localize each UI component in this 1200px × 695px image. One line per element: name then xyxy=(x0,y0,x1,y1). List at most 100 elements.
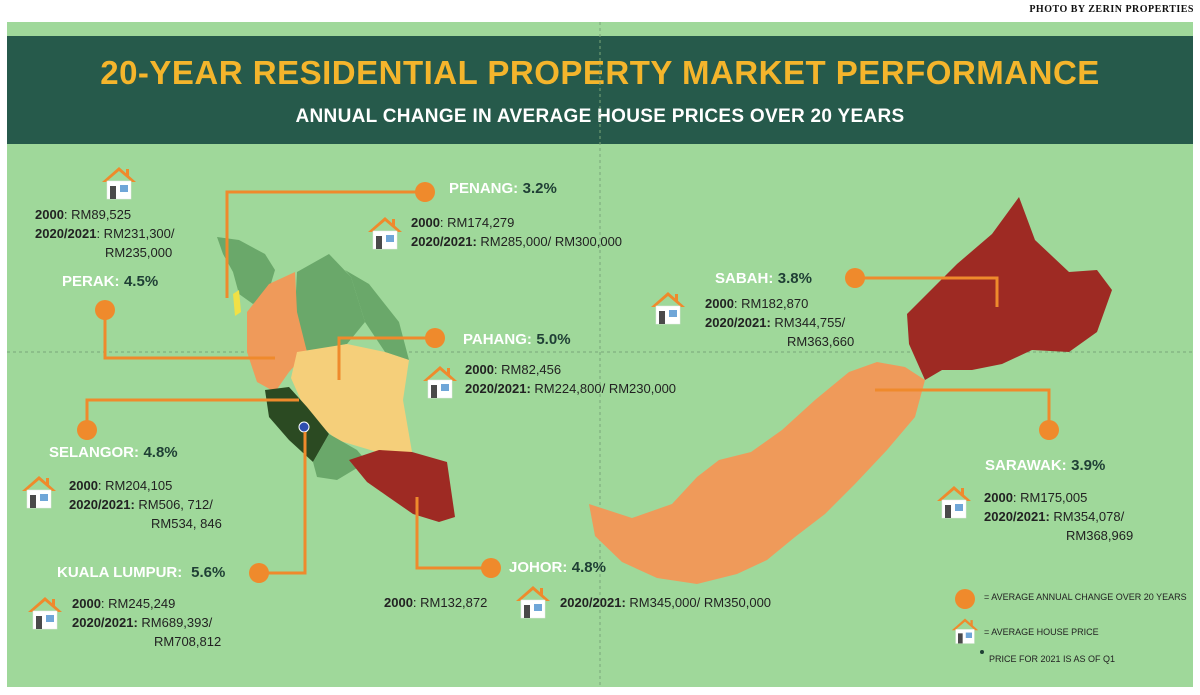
region-pct: 3.8% xyxy=(777,270,812,287)
top-left-prices: 2000: RM89,525 2020/2021: RM231,300/ RM2… xyxy=(35,205,175,262)
perak-label: PERAK: 4.5% xyxy=(62,273,158,291)
legend-circle-marker xyxy=(955,589,975,609)
price-label: 2020/2021: xyxy=(465,381,531,396)
price-label: 2000 xyxy=(465,362,494,377)
sarawak-prices: 2000: RM175,005 2020/2021: RM354,078/ RM… xyxy=(984,488,1133,545)
kl-label: KUALA LUMPUR: 5.6% xyxy=(57,564,225,582)
price-label: 2000 xyxy=(384,595,413,610)
johor-label: JOHOR: 4.8% xyxy=(509,559,606,577)
pahang-prices: 2000: RM82,456 2020/2021: RM224,800/ RM2… xyxy=(465,360,676,398)
house-icon xyxy=(366,215,404,251)
price-label: 2000 xyxy=(984,490,1013,505)
pahang-marker xyxy=(425,328,445,348)
price-label: 2020/2021: xyxy=(72,615,138,630)
price-value: RM354,078/ xyxy=(1049,509,1125,524)
penang-prices: 2000: RM174,279 2020/2021: RM285,000/ RM… xyxy=(411,213,622,251)
price-value: RM285,000/ RM300,000 xyxy=(476,234,623,249)
region-name: SABAH: xyxy=(715,270,774,287)
kl-prices: 2000: RM245,249 2020/2021: RM689,393/ RM… xyxy=(72,594,221,651)
price-label: 2020/2021: xyxy=(705,315,771,330)
sabah-leader xyxy=(857,276,999,307)
legend-house-text: = AVERAGE HOUSE PRICE xyxy=(984,627,1099,637)
sabah-label: SABAH: 3.8% xyxy=(715,270,812,288)
region-negeri-sembilan-melaka xyxy=(313,434,367,480)
johor-price-2000: 2000: RM132,872 xyxy=(384,593,487,612)
kl-leader xyxy=(259,432,307,575)
house-icon xyxy=(935,484,973,520)
price-label: 2020/2021: xyxy=(411,234,477,249)
perak-marker xyxy=(95,300,115,320)
price-value: : RM82,456 xyxy=(493,362,562,377)
johor-marker xyxy=(481,558,501,578)
price-value: RM345,000/ RM350,000 xyxy=(625,595,772,610)
region-name: SARAWAK: xyxy=(985,457,1067,474)
malaysia-map xyxy=(7,22,1193,687)
region-pct: 4.8% xyxy=(571,559,606,576)
house-icon xyxy=(421,364,459,400)
region-perak xyxy=(247,272,307,392)
price-label: 2000 xyxy=(72,596,101,611)
price-value: : RM132,872 xyxy=(412,595,488,610)
price-value: RM363,660 xyxy=(787,334,855,349)
price-value: : RM245,249 xyxy=(100,596,176,611)
region-name: KUALA LUMPUR: xyxy=(57,564,183,581)
legend-note-text: PRICE FOR 2021 IS AS OF Q1 xyxy=(989,654,1116,664)
house-icon xyxy=(100,165,138,201)
perak-leader xyxy=(103,312,275,360)
kl-marker xyxy=(249,563,269,583)
region-pct: 5.6% xyxy=(191,564,226,581)
price-value: RM506, 712/ xyxy=(134,497,213,512)
johor-leader xyxy=(415,497,491,570)
region-pct: 4.5% xyxy=(123,273,159,290)
price-label: 2000 xyxy=(411,215,440,230)
price-value: : RM89,525 xyxy=(63,207,132,222)
region-perlis-kedah xyxy=(217,237,275,304)
selangor-label: SELANGOR: 4.8% xyxy=(49,444,178,462)
region-pct: 3.2% xyxy=(522,180,557,197)
price-value: : RM175,005 xyxy=(1012,490,1088,505)
price-value: : RM204,105 xyxy=(97,478,173,493)
region-sarawak xyxy=(589,362,925,584)
price-value: RM344,755/ xyxy=(770,315,846,330)
price-value: : RM182,870 xyxy=(733,296,809,311)
penang-marker xyxy=(415,182,435,202)
price-value: RM235,000 xyxy=(105,245,173,260)
leader-lines xyxy=(85,190,1051,575)
legend-note-dot xyxy=(980,650,984,654)
page-subtitle: ANNUAL CHANGE IN AVERAGE HOUSE PRICES OV… xyxy=(295,106,905,127)
price-label: 2020/2021: xyxy=(984,509,1050,524)
price-label: 2000 xyxy=(35,207,64,222)
sabah-prices: 2000: RM182,870 2020/2021: RM344,755/ RM… xyxy=(705,294,854,351)
price-label: 2020/2021: xyxy=(69,497,135,512)
region-kuala-lumpur xyxy=(298,421,310,433)
selangor-prices: 2000: RM204,105 2020/2021: RM506, 712/ R… xyxy=(69,476,222,533)
region-name: PAHANG: xyxy=(463,331,532,348)
house-icon xyxy=(649,290,687,326)
price-label: 2020/2021 xyxy=(35,226,97,241)
legend-house-icon xyxy=(950,617,980,645)
house-icon xyxy=(26,595,64,631)
price-label: 2020/2021: xyxy=(560,595,626,610)
price-value: RM224,800/ RM230,000 xyxy=(530,381,677,396)
region-name: SELANGOR: xyxy=(49,444,139,461)
sabah-marker xyxy=(845,268,865,288)
region-johor xyxy=(349,450,455,522)
house-icon xyxy=(514,584,552,620)
house-icon xyxy=(20,474,58,510)
region-pct: 3.9% xyxy=(1071,457,1106,474)
price-label: 2000 xyxy=(69,478,98,493)
sarawak-marker xyxy=(1039,420,1059,440)
sarawak-label: SARAWAK: 3.9% xyxy=(985,457,1105,475)
johor-price-2021: 2020/2021: RM345,000/ RM350,000 xyxy=(560,593,771,612)
infographic-panel: 20-YEAR RESIDENTIAL PROPERTY MARKET PERF… xyxy=(7,22,1193,687)
region-pct: 5.0% xyxy=(536,331,571,348)
pahang-leader xyxy=(337,336,435,380)
region-kelantan xyxy=(295,254,365,352)
region-pct: 4.8% xyxy=(143,444,178,461)
selangor-marker xyxy=(77,420,97,440)
price-value: RM368,969 xyxy=(1066,528,1134,543)
penang-leader xyxy=(225,190,425,298)
price-value: RM534, 846 xyxy=(151,516,222,531)
price-value: : RM174,279 xyxy=(439,215,515,230)
region-name: PENANG: xyxy=(449,180,519,197)
